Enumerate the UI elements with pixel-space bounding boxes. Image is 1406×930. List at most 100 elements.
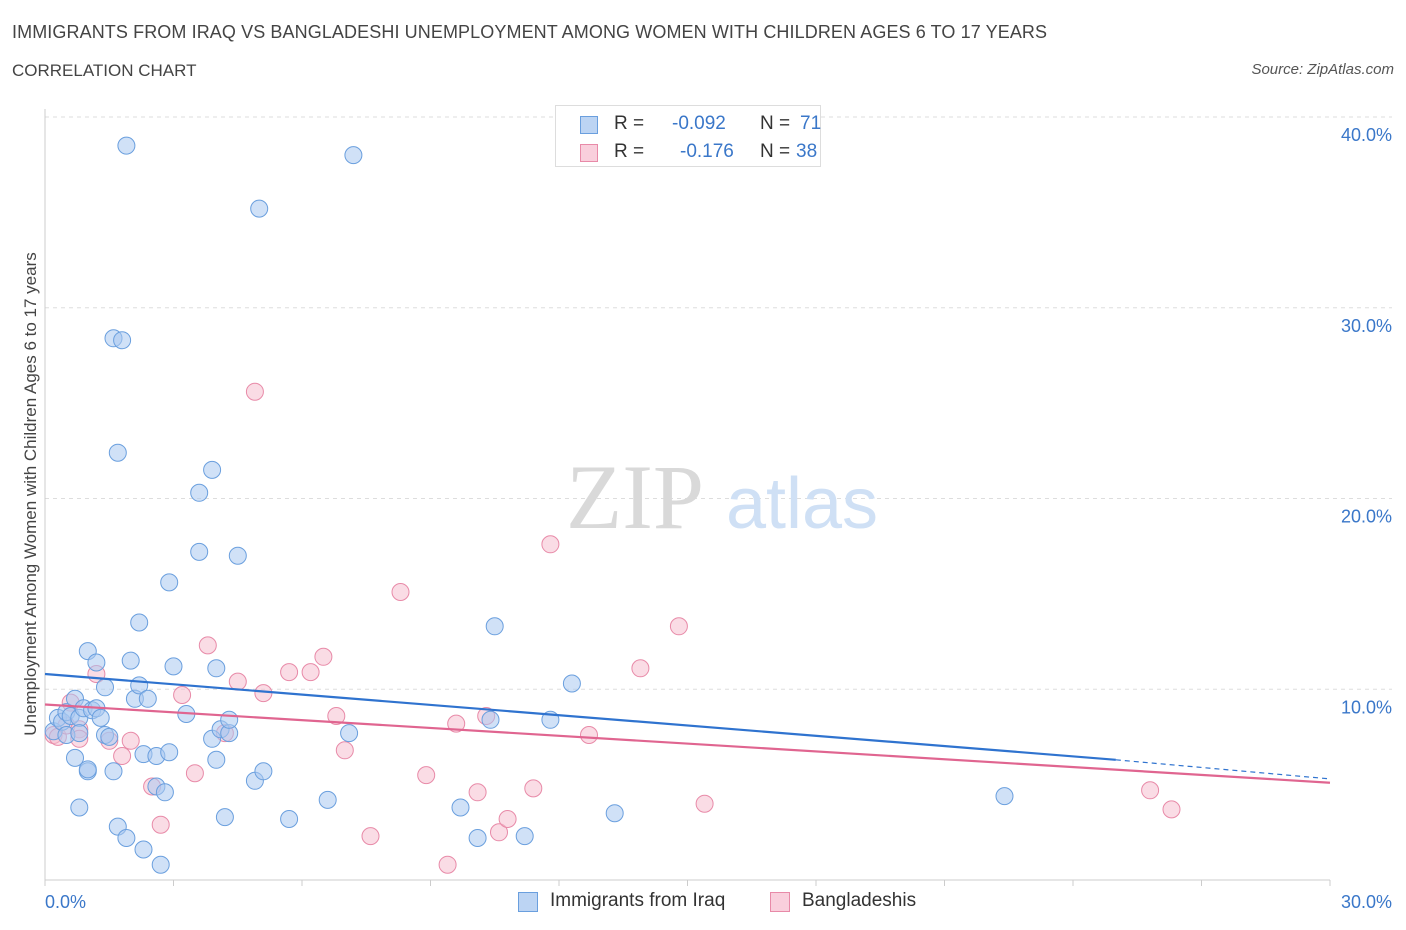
iraq-point: [344, 146, 363, 165]
iraq-point: [121, 651, 140, 670]
iraq-point: [280, 810, 299, 828]
bangladeshis-point: [695, 794, 714, 813]
bangladeshis-point: [228, 672, 247, 691]
bangladeshis-point: [447, 714, 466, 733]
n-label: N =: [760, 113, 791, 134]
iraq-point: [96, 678, 114, 697]
iraq-point: [160, 573, 179, 592]
y-tick-label: 40.0%: [1341, 125, 1392, 145]
bangladeshis-point: [314, 647, 333, 666]
y-tick-label: 10.0%: [1341, 697, 1392, 717]
iraq-point: [207, 750, 226, 769]
iraq-point: [164, 657, 183, 676]
iraq-point: [318, 790, 337, 809]
bangladeshis-point: [524, 779, 543, 798]
iraq-point: [138, 689, 157, 708]
iraq-point: [113, 331, 132, 350]
r-label: R =: [614, 113, 645, 134]
chart-subtitle: CORRELATION CHART: [12, 61, 197, 80]
iraq-point: [134, 840, 153, 859]
bangladeshis-point: [468, 783, 487, 802]
bangladeshis-point: [490, 823, 508, 842]
iraq-point: [151, 855, 170, 874]
iraq-point: [468, 829, 487, 847]
iraq-trend-line: [44, 672, 1116, 761]
bangladeshis-point: [185, 764, 204, 783]
x-tick-label: 30.0%: [1341, 892, 1392, 912]
iraq-point: [215, 808, 234, 827]
iraq-point: [78, 760, 97, 779]
bangladeshis-point: [1162, 800, 1181, 819]
bangladeshis-point: [669, 617, 688, 636]
iraq-point: [250, 199, 269, 218]
bangladeshis-trend-line: [44, 703, 1331, 784]
bangladeshis-point: [335, 741, 354, 760]
iraq-point: [203, 460, 222, 479]
bangladeshis-point: [173, 686, 192, 704]
iraq-point: [91, 708, 110, 727]
bangla-n-value: 38: [796, 141, 818, 162]
iraq-point: [104, 762, 123, 781]
iraq-point: [190, 483, 209, 502]
bangladeshis-point: [438, 855, 457, 874]
iraq-point: [87, 653, 106, 672]
series-legend: Immigrants from Iraq Bangladeshis: [0, 888, 1406, 916]
iraq-point: [100, 727, 119, 746]
iraq-point: [605, 804, 624, 823]
x-tick-label: 0.0%: [45, 892, 86, 912]
bangladeshis-point: [280, 663, 299, 682]
y-tick-label: 30.0%: [1341, 316, 1392, 336]
iraq-point: [155, 783, 174, 802]
axis-layer: [44, 109, 1331, 886]
iraq-point: [70, 798, 89, 817]
bangladeshis-point: [631, 659, 650, 678]
watermark-atlas: atlas: [726, 464, 878, 544]
iraq-r-value: -0.092: [672, 113, 726, 134]
bangladeshis-point: [198, 636, 217, 655]
watermark-zip: ZIP: [566, 446, 704, 548]
bangladeshis-point: [113, 747, 132, 765]
bangladeshis-point: [361, 827, 380, 846]
tick-labels: 10.0% 20.0% 30.0% 40.0% 0.0% 30.0%: [45, 125, 1392, 912]
n-label: N =: [760, 141, 791, 162]
iraq-point: [130, 613, 149, 632]
chart-title: IMMIGRANTS FROM IRAQ VS BANGLADESHI UNEM…: [12, 22, 1048, 42]
iraq-point: [562, 674, 581, 693]
iraq-swatch: [580, 116, 598, 134]
iraq-point: [190, 542, 209, 561]
iraq-point: [254, 762, 273, 781]
bangladeshis-point: [541, 535, 560, 554]
grid-layer: [45, 116, 1392, 690]
iraq-point: [117, 136, 136, 155]
bangla-legend-swatch: [770, 892, 790, 912]
iraq-point: [117, 829, 136, 847]
stats-legend: R = -0.092 N = 71 R = -0.176 N = 38: [555, 105, 821, 167]
bangladeshis-point: [151, 815, 170, 834]
bangladeshis-point: [498, 810, 517, 828]
iraq-point: [481, 710, 500, 729]
iraq-point: [108, 443, 127, 462]
iraq-point: [485, 617, 504, 636]
iraq-point: [207, 659, 226, 678]
iraq-point: [220, 710, 239, 729]
bangladeshis-point: [254, 684, 273, 703]
y-tick-label: 20.0%: [1341, 507, 1392, 527]
iraq-point: [451, 798, 470, 817]
watermark: ZIP atlas: [566, 446, 878, 548]
iraq-point: [66, 748, 84, 767]
iraq-legend-swatch: [518, 892, 538, 912]
r-label: R =: [614, 141, 645, 162]
bangladeshis-point: [245, 382, 264, 401]
legend-label-iraq: Immigrants from Iraq: [550, 890, 726, 911]
iraq-n-value: 71: [800, 113, 822, 134]
bangla-r-value: -0.176: [680, 141, 734, 162]
bangladeshis-point: [417, 766, 436, 785]
iraq-point: [228, 546, 247, 565]
bangladeshis-point: [121, 731, 140, 750]
bangladeshis-point: [580, 726, 598, 744]
bangla-swatch: [580, 144, 598, 162]
trend-lines: [44, 672, 1331, 784]
source-credit: Source: ZipAtlas.com: [1251, 61, 1394, 78]
bangladeshis-point: [1141, 781, 1160, 800]
